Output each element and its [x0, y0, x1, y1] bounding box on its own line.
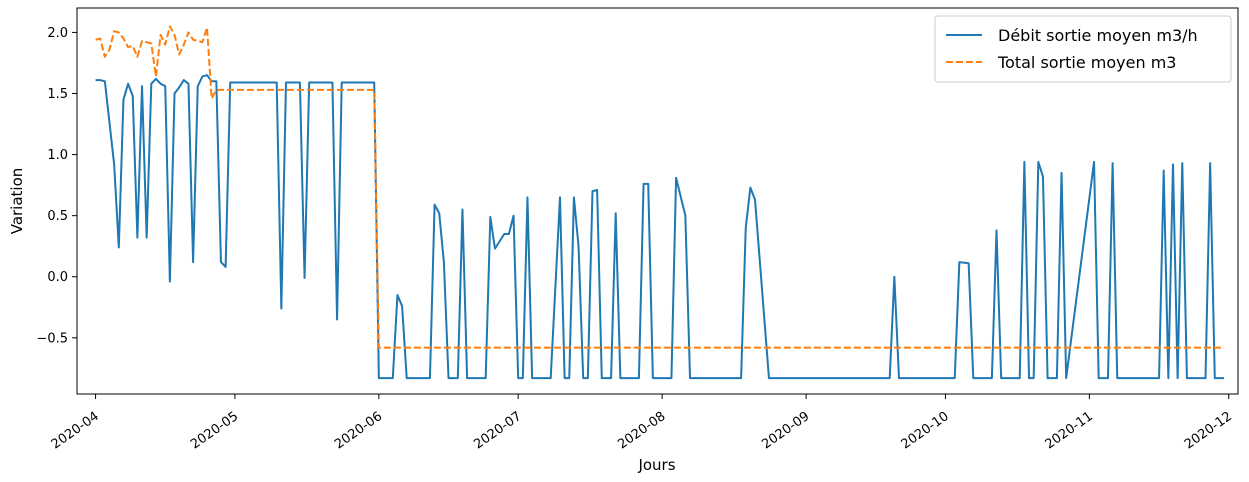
legend-box — [934, 15, 1232, 83]
y-tick-label: −0.5 — [36, 331, 68, 346]
y-axis-label: Variation — [8, 168, 26, 235]
x-axis-label: Jours — [637, 456, 675, 474]
x-tick-label: 2020-06 — [332, 409, 385, 452]
x-tick-label: 2020-08 — [615, 409, 668, 452]
x-tick-label: 2020-07 — [471, 409, 524, 452]
x-tick-label: 2020-10 — [899, 409, 952, 452]
x-tick-label: 2020-11 — [1043, 409, 1096, 452]
legend: Débit sortie moyen m3/h Total sortie moy… — [934, 15, 1232, 83]
y-axis: −0.5 0.0 0.5 1.0 1.5 2.0 — [36, 26, 77, 346]
x-tick-label: 2020-09 — [759, 409, 812, 452]
legend-label-total: Total sortie moyen m3 — [997, 53, 1176, 72]
axes-frame — [76, 7, 1239, 395]
series-line-debit — [95, 74, 1225, 380]
y-tick-label: 1.0 — [47, 148, 68, 163]
x-tick-label: 2020-12 — [1182, 409, 1235, 452]
legend-label-debit: Débit sortie moyen m3/h — [998, 26, 1198, 45]
y-tick-label: 1.5 — [47, 87, 68, 102]
y-tick-label: 0.0 — [47, 270, 68, 285]
plot-area — [95, 25, 1225, 380]
x-axis: 2020-04 2020-05 2020-06 2020-07 2020-08 2020-… — [49, 394, 1235, 452]
x-tick-label: 2020-04 — [49, 409, 102, 452]
y-tick-label: 0.5 — [47, 209, 68, 224]
series-line-total — [95, 25, 1225, 349]
x-tick-label: 2020-05 — [188, 409, 241, 452]
y-tick-label: 2.0 — [47, 26, 68, 41]
